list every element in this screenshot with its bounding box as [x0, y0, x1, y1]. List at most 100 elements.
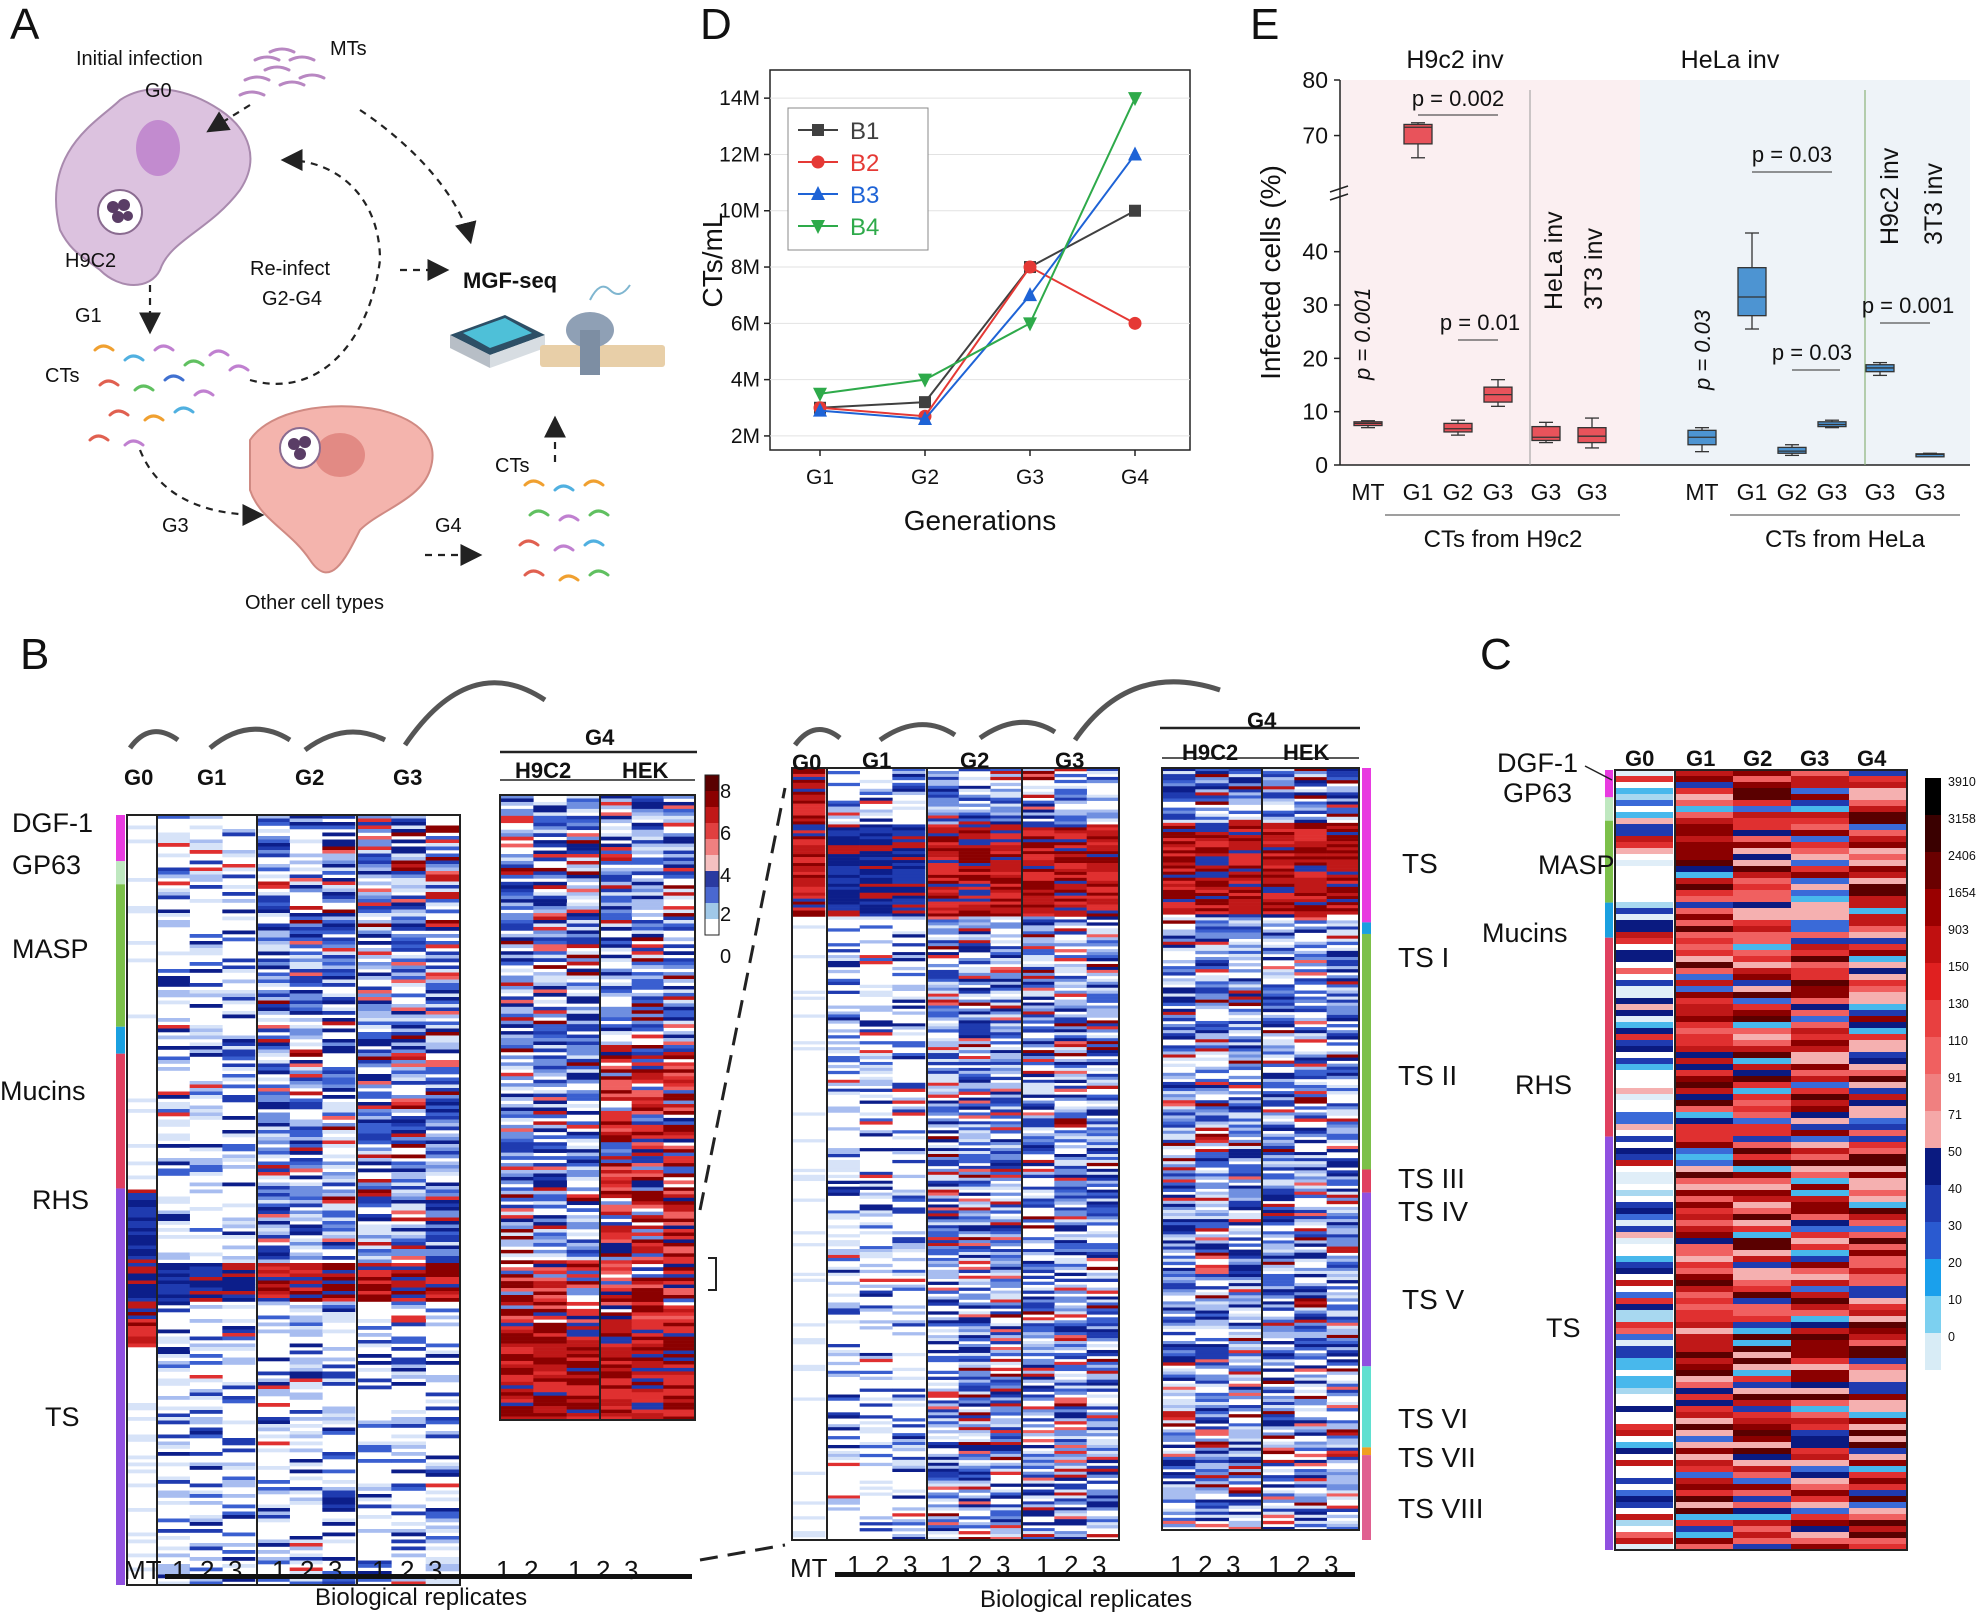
b-g3-cols-cell — [357, 825, 392, 830]
b2-g3-cols-cell — [1054, 1287, 1087, 1291]
b2-g2-cols-cell — [958, 1183, 991, 1187]
b2-g4-h9c2-cell — [1228, 1066, 1263, 1071]
b2-g4-h9c2-cell — [1162, 828, 1196, 833]
b2-g1-cols-cell — [827, 857, 860, 861]
b2-g2-cols-cell — [990, 999, 1023, 1003]
b-g3-cols-cell — [357, 1277, 392, 1281]
b2-g4-h9c2-cell — [1162, 981, 1196, 985]
b2-g4-h9c2-cell — [1195, 871, 1229, 875]
b2-g4-h9c2-cell — [1162, 1179, 1196, 1183]
b-g4-hek-cell — [663, 1211, 696, 1216]
b2-g4-h9c2-cell — [1195, 902, 1229, 906]
b2-g3-cols-cell — [1086, 797, 1120, 801]
b2-g4-h9c2-cell — [1195, 932, 1229, 936]
b2-g4-h9c2-cell — [1195, 1411, 1229, 1415]
b2-g2-cols-cell — [958, 907, 991, 911]
b2-g2-cols-cell — [927, 863, 959, 867]
b2-g4-h9c2-cell — [1162, 825, 1196, 830]
b2-g2-cols-cell — [927, 1462, 959, 1467]
b-g2-cols-cell — [289, 1357, 323, 1362]
b2-g2-cols-cell — [927, 1406, 959, 1410]
b-g2-cols-cell — [322, 1238, 356, 1243]
b-g1-cols-cell — [189, 1529, 223, 1533]
b2-g3-cols-cell — [1022, 806, 1055, 810]
b2-g2-cols-cell — [958, 1103, 991, 1107]
b-g4-h9c2-cell — [500, 1232, 534, 1237]
b2-g3-cols-cell — [1022, 1225, 1055, 1229]
b-g2-cols-cell — [257, 1035, 290, 1040]
b-g4-h9c2-cell — [500, 1298, 534, 1303]
b2-g4-h9c2-cell — [1195, 1316, 1229, 1320]
b2-g4-h9c2-cell — [1228, 768, 1263, 772]
b2-g2-cols-cell — [927, 1415, 959, 1419]
b-g3-cols-cell — [391, 1053, 426, 1057]
b-g2-cols-cell — [257, 1084, 290, 1089]
b2-g3-cols-cell — [1054, 830, 1087, 834]
b2-g1-cols-cell — [827, 868, 860, 873]
b-g4-h9c2-cell — [566, 930, 601, 935]
b-g3-cols-cell — [425, 1014, 461, 1019]
b-g4-h9c2-cell — [533, 1336, 567, 1341]
b-g4-h9c2-cell — [500, 1249, 534, 1254]
b2-g2-cols-cell — [958, 1305, 991, 1309]
b-g3-cols-cell — [391, 1347, 426, 1351]
b-g2-cols-cell — [289, 1546, 323, 1551]
b2-g2-cols-cell — [958, 1228, 991, 1232]
b-g2-cols-cell — [257, 1102, 290, 1106]
b-g4-h9c2-cell — [533, 1381, 567, 1386]
b-g4-hek-cell — [600, 909, 632, 914]
b-g4-h9c2-cell — [566, 1090, 601, 1094]
b-g4-hek-cell — [631, 906, 664, 910]
b2-g3-cols-cell — [1054, 1471, 1087, 1475]
b2-g1-cols-cell — [859, 1079, 893, 1084]
b2-g4-h9c2-cell — [1195, 868, 1229, 872]
b2-g1-cols-cell — [827, 1047, 860, 1051]
b-g4-hek-cell — [663, 937, 696, 942]
b-g4-h9c2-cell — [500, 1371, 534, 1376]
b-g4-hek-cell — [663, 888, 696, 893]
b2-g2-cols-cell — [990, 803, 1023, 807]
b-g2-cols-cell — [257, 1511, 290, 1516]
b2-g4-h9c2-cell — [1195, 1237, 1229, 1241]
b2-g2-cols-cell — [990, 1397, 1023, 1401]
b-g4-hek-cell — [663, 1017, 696, 1021]
b-g3-cols-cell — [391, 1336, 426, 1341]
b2-g2-cols-cell — [990, 868, 1023, 873]
b-g4-hek-cell — [631, 881, 664, 886]
b2-g4-h9c2-cell — [1195, 1277, 1229, 1281]
b2-g1-cols-cell — [892, 851, 926, 855]
b2-g3-cols-cell — [1086, 1492, 1120, 1496]
e-rot-label-3t3-2: 3T3 inv — [1920, 163, 1948, 245]
b2-g1-cols-cell — [827, 1005, 860, 1009]
b2-g2-cols-cell — [990, 1373, 1023, 1377]
b-g4-h9c2-cell — [500, 1225, 534, 1230]
b2-g2-cols-cell — [990, 1534, 1023, 1538]
b-g4-hek-cell — [600, 843, 632, 848]
b-g4-h9c2-cell — [566, 1121, 601, 1126]
b2-g4-h9c2-cell — [1195, 801, 1229, 805]
b-g1-cols-cell — [189, 1361, 223, 1365]
b2-g4-hek-cell — [1294, 807, 1327, 811]
b-g1-cols-cell — [157, 1368, 190, 1372]
b-g2-cols-cell — [322, 1235, 356, 1239]
b2-g4-h9c2-cell — [1195, 999, 1229, 1003]
b-g3-cols-cell — [391, 1049, 426, 1054]
b-g4-h9c2-cell — [566, 958, 601, 962]
b-g4-h9c2-cell — [566, 1357, 601, 1362]
b-g4-hek-cell — [663, 1260, 696, 1265]
b2-g3-cols-cell — [1022, 1308, 1055, 1312]
b2-g4-h9c2-cell — [1195, 1176, 1229, 1180]
b2-g2-cols-cell — [958, 1385, 991, 1389]
e-xtick-label: G3 — [1577, 479, 1608, 505]
b-g1-cols-cell — [157, 1280, 190, 1285]
b2-g2-cols-cell — [927, 1180, 959, 1184]
b-g3-cols-cell — [391, 1273, 426, 1278]
b2-g3-cols-cell — [1054, 833, 1087, 837]
b-g1-cols-cell — [189, 1375, 223, 1379]
b-arrow — [208, 726, 292, 750]
b2-g2-cols-cell — [958, 815, 991, 819]
b2-g2-cols-cell — [990, 1130, 1023, 1134]
b-g4-h9c2-cell — [533, 1284, 567, 1289]
b2-g2-cols-cell — [958, 937, 991, 941]
b2-g4-h9c2-cell — [1195, 1249, 1229, 1253]
